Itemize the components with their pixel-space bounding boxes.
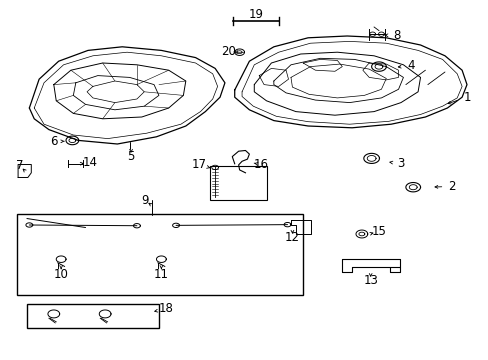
Bar — [17, 214, 303, 295]
Text: 4: 4 — [406, 59, 414, 72]
Text: 5: 5 — [127, 150, 135, 163]
Text: 9: 9 — [141, 194, 148, 207]
Text: 12: 12 — [285, 231, 299, 244]
Text: 15: 15 — [371, 225, 386, 238]
Text: 10: 10 — [54, 268, 68, 281]
Text: 13: 13 — [363, 274, 377, 287]
Bar — [27, 304, 159, 328]
Text: 1: 1 — [462, 91, 470, 104]
Text: 19: 19 — [248, 8, 263, 21]
Text: 3: 3 — [396, 157, 404, 170]
Text: 11: 11 — [154, 268, 168, 281]
Text: 17: 17 — [192, 158, 206, 171]
Text: 14: 14 — [83, 156, 98, 169]
Text: 18: 18 — [159, 302, 173, 315]
Text: 20: 20 — [221, 45, 236, 58]
Text: 6: 6 — [50, 135, 58, 148]
Bar — [210, 166, 266, 200]
Text: 2: 2 — [447, 180, 455, 193]
Text: 16: 16 — [254, 158, 268, 171]
Text: 8: 8 — [392, 29, 400, 42]
Text: 7: 7 — [16, 159, 23, 172]
